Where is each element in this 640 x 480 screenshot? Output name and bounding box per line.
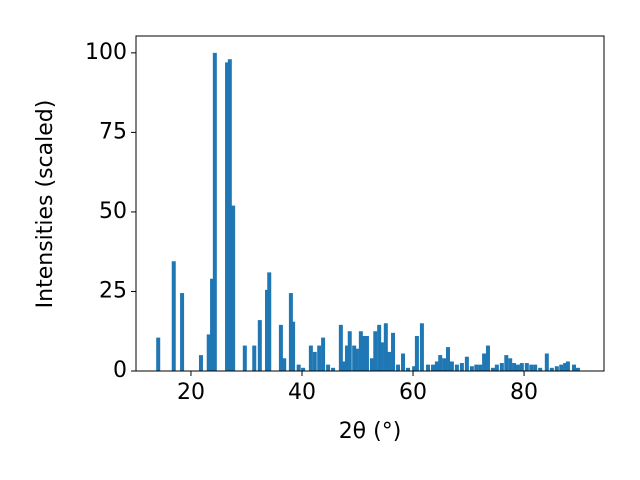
bar (257, 320, 262, 371)
bar (434, 361, 439, 371)
bar (431, 364, 436, 371)
bar (379, 342, 384, 371)
bar (312, 351, 317, 371)
bar (469, 366, 474, 371)
bar (326, 364, 331, 371)
bar (180, 293, 185, 371)
bar (572, 364, 577, 371)
x-tick-label: 80 (510, 380, 538, 405)
bar (446, 347, 450, 371)
bar (317, 345, 322, 371)
bar (549, 367, 554, 371)
bar (321, 337, 326, 371)
bar (559, 364, 564, 371)
bar (490, 367, 495, 371)
bar (171, 261, 176, 371)
bar (478, 364, 483, 371)
y-tick-label: 50 (99, 199, 127, 224)
bar (519, 363, 524, 371)
bar (494, 364, 499, 371)
bar (352, 345, 357, 371)
bar (342, 361, 347, 371)
bar (210, 278, 215, 371)
bar (212, 52, 217, 371)
bar (301, 367, 306, 371)
x-tick-label: 40 (288, 380, 316, 405)
bar (474, 364, 479, 371)
bar (331, 367, 336, 371)
bar (533, 364, 538, 371)
bar (373, 331, 378, 371)
bar (482, 353, 487, 371)
bar (231, 205, 236, 371)
bar (364, 336, 369, 371)
bar (575, 367, 580, 371)
bar (362, 336, 367, 371)
bar (347, 331, 352, 371)
bar (508, 358, 513, 371)
x-tick-label: 20 (177, 380, 205, 405)
y-tick-label: 0 (113, 358, 127, 383)
bar (198, 355, 203, 371)
bar (499, 363, 504, 371)
bar (554, 366, 559, 371)
bar (544, 353, 549, 371)
bar (344, 345, 349, 371)
bar (396, 364, 401, 371)
bar (563, 363, 568, 371)
bar (459, 363, 464, 371)
bar (387, 351, 392, 371)
bar (449, 361, 454, 371)
bar (426, 364, 431, 371)
bar (267, 272, 272, 371)
bar (252, 345, 257, 371)
y-tick-label: 75 (99, 119, 127, 144)
bar (308, 345, 313, 371)
bar (369, 358, 374, 371)
bar (291, 321, 296, 371)
y-tick-label: 100 (85, 40, 127, 65)
x-axis-label: 2θ (°) (339, 419, 402, 444)
bar (225, 62, 230, 371)
bar (464, 356, 469, 371)
bar (242, 345, 247, 371)
plot-frame (135, 35, 605, 372)
x-tick-label: 60 (399, 380, 427, 405)
bar (454, 364, 459, 371)
y-axis-label: Intensities (scaled) (33, 100, 58, 309)
bar (504, 355, 509, 371)
bar (515, 364, 520, 371)
bar (565, 361, 570, 371)
bar (354, 348, 359, 371)
bar (377, 324, 382, 371)
bar (538, 367, 543, 371)
bar (391, 332, 396, 371)
bar (412, 366, 417, 371)
bar (512, 363, 517, 371)
bar (438, 355, 443, 371)
bar (401, 353, 406, 371)
bar (529, 364, 534, 371)
bar (156, 337, 161, 371)
bar (296, 364, 301, 371)
bar (282, 358, 287, 371)
bar (338, 324, 343, 371)
bar (383, 323, 388, 371)
bar (288, 293, 293, 371)
bar (524, 363, 529, 371)
y-tick-label: 25 (99, 278, 127, 303)
bar (265, 289, 270, 371)
bar (485, 345, 490, 371)
bar (406, 367, 411, 371)
bar (414, 336, 419, 371)
bar (358, 331, 363, 371)
bar (419, 323, 424, 371)
bar (206, 334, 211, 371)
bar (227, 59, 232, 371)
bar (442, 358, 447, 371)
bar (278, 324, 283, 371)
